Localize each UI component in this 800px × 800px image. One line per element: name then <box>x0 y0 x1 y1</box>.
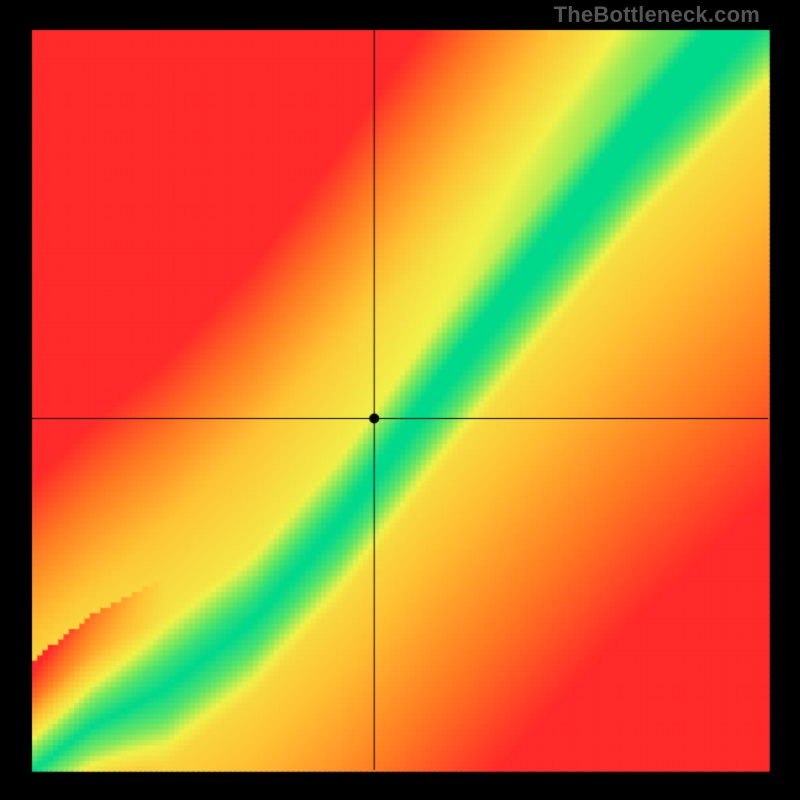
watermark-text: TheBottleneck.com <box>554 2 760 28</box>
bottleneck-heatmap <box>0 0 800 800</box>
